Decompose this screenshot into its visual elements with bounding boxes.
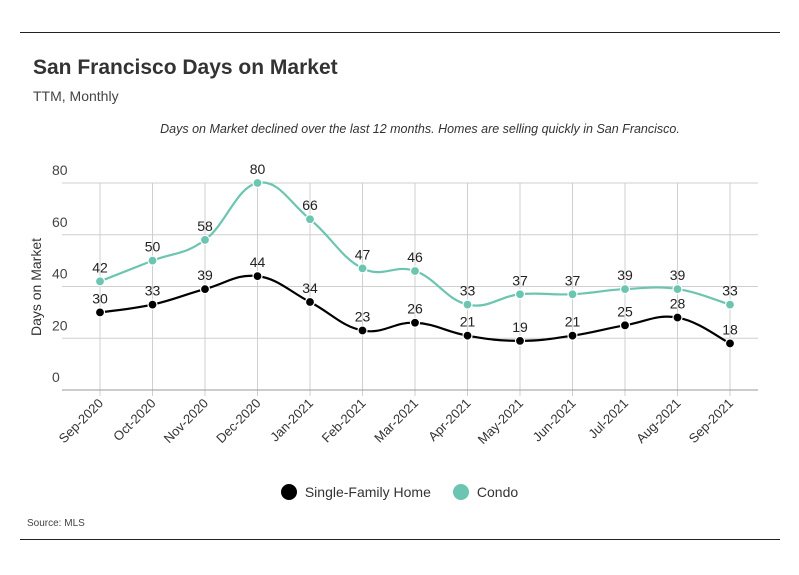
- data-point-single-family: [147, 299, 158, 310]
- chart-annotation: Days on Market declined over the last 12…: [160, 122, 680, 136]
- legend-item-single-family: Single-Family Home: [280, 484, 431, 500]
- chart-title: San Francisco Days on Market: [33, 56, 338, 79]
- y-tick-label: 40: [52, 266, 68, 282]
- data-label-condo: 80: [250, 161, 266, 177]
- data-label-condo: 39: [670, 267, 686, 283]
- source-note: Source: MLS: [27, 518, 85, 529]
- data-label-single-family: 18: [722, 321, 738, 337]
- data-label-condo: 46: [407, 249, 423, 265]
- data-label-condo: 42: [92, 259, 108, 275]
- legend-item-condo: Condo: [452, 484, 519, 500]
- x-tick-label: Jul-2021: [585, 396, 631, 442]
- data-label-single-family: 21: [565, 314, 581, 330]
- data-point-single-family: [514, 335, 526, 346]
- data-label-single-family: 28: [670, 296, 686, 312]
- x-tick-label: Jan-2021: [267, 396, 316, 445]
- y-tick-label: 80: [52, 162, 68, 178]
- x-tick-label: Aug-2021: [633, 396, 683, 446]
- data-label-condo: 37: [565, 272, 581, 288]
- data-point-single-family: [409, 317, 421, 328]
- x-tick-label: Sep-2020: [56, 396, 106, 446]
- data-label-condo: 33: [460, 283, 476, 299]
- x-tick-label: Sep-2021: [686, 396, 736, 446]
- y-tick-label: 20: [52, 317, 68, 333]
- legend-marker-single-family: [280, 484, 297, 500]
- x-tick-label: Oct-2020: [110, 396, 158, 444]
- top-rule: [20, 32, 780, 33]
- data-point-condo: [147, 255, 158, 266]
- data-point-single-family: [672, 312, 683, 323]
- data-point-single-family: [94, 307, 106, 318]
- chart-legend: Single-Family Home Condo: [0, 484, 799, 500]
- y-tick-label: 60: [52, 214, 68, 230]
- data-label-condo: 58: [197, 218, 213, 234]
- y-axis-label: Days on Market: [28, 238, 44, 336]
- x-tick-label: Feb-2021: [319, 396, 369, 446]
- data-label-condo: 50: [145, 239, 161, 255]
- data-point-condo: [304, 214, 316, 225]
- data-point-condo: [357, 263, 368, 274]
- data-point-single-family: [724, 338, 736, 349]
- data-point-condo: [252, 177, 263, 189]
- data-label-condo: 33: [722, 283, 738, 299]
- data-point-condo: [619, 283, 631, 295]
- y-tick-label: 0: [52, 369, 60, 385]
- data-point-single-family: [357, 325, 368, 336]
- data-label-single-family: 30: [92, 290, 108, 306]
- data-label-single-family: 25: [617, 303, 633, 319]
- bottom-rule: [20, 539, 780, 540]
- data-point-single-family: [567, 330, 578, 341]
- data-label-single-family: 26: [407, 301, 423, 317]
- data-point-single-family: [462, 330, 473, 341]
- data-label-single-family: 23: [355, 308, 371, 324]
- data-point-condo: [199, 234, 211, 246]
- data-point-single-family: [619, 320, 631, 331]
- data-point-condo: [672, 283, 683, 295]
- data-point-condo: [409, 265, 421, 277]
- x-tick-label: Apr-2021: [425, 396, 473, 444]
- data-point-condo: [462, 299, 473, 310]
- legend-label-condo: Condo: [476, 484, 519, 500]
- x-tick-label: Nov-2020: [161, 396, 211, 446]
- data-label-condo: 39: [617, 267, 633, 283]
- data-point-single-family: [199, 283, 211, 295]
- x-tick-label: Mar-2021: [371, 396, 421, 446]
- data-label-single-family: 39: [197, 267, 213, 283]
- data-label-single-family: 44: [250, 254, 266, 270]
- data-label-condo: 37: [512, 272, 528, 288]
- data-point-condo: [724, 299, 736, 310]
- data-label-single-family: 21: [460, 314, 476, 330]
- data-point-single-family: [252, 271, 263, 282]
- x-tick-label: May-2021: [475, 396, 526, 447]
- data-label-condo: 47: [355, 246, 371, 262]
- data-label-single-family: 19: [512, 319, 528, 335]
- legend-marker-condo: [452, 484, 469, 500]
- data-label-single-family: 34: [302, 280, 318, 296]
- x-tick-label: Jun-2021: [530, 396, 579, 445]
- chart-subtitle: TTM, Monthly: [33, 88, 119, 104]
- data-label-condo: 66: [302, 197, 318, 213]
- x-tick-label: Dec-2020: [213, 396, 263, 446]
- data-point-condo: [567, 289, 578, 300]
- legend-label-single-family: Single-Family Home: [304, 484, 431, 500]
- data-label-single-family: 33: [145, 283, 161, 299]
- data-point-condo: [514, 289, 526, 300]
- data-point-single-family: [304, 296, 316, 308]
- data-point-condo: [94, 276, 106, 287]
